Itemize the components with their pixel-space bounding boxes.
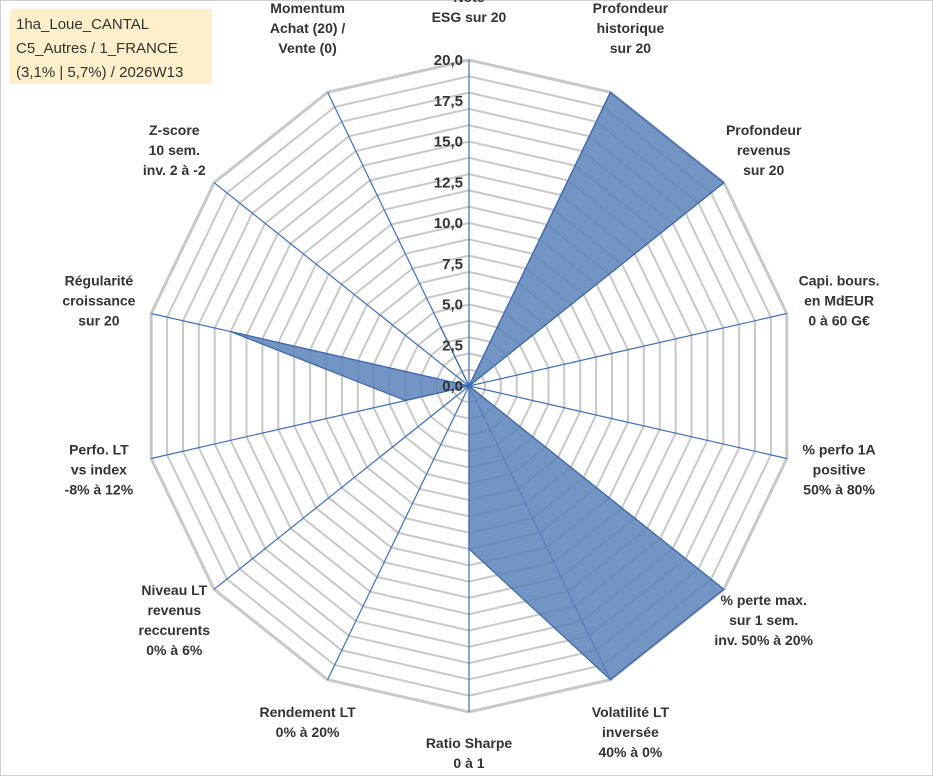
tick-label: 2,5	[442, 337, 463, 354]
tick-label: 0,0	[442, 378, 463, 395]
tick-label: 20,0	[434, 52, 463, 69]
tick-label: 12,5	[434, 174, 463, 191]
axis-label-8: Rendement LT 0% à 20%	[259, 704, 356, 740]
axis-label-13: Momentum Achat (20) / Vente (0)	[270, 0, 346, 56]
tick-label: 7,5	[442, 256, 463, 273]
axis-label-3: Capi. bours. en MdEUR 0 à 60 G€	[799, 273, 880, 329]
radar-series	[230, 91, 725, 681]
axis-label-0: NoteESG sur 20	[432, 0, 507, 25]
axis-label-2: Profondeur revenus sur 20	[726, 122, 802, 178]
info-line-1: 1ha_Loue_CANTAL	[16, 16, 150, 33]
info-line-3: (3,1% | 5,7%) / 2026W13	[16, 64, 184, 81]
axis-label-5: % perte max. sur 1 sem. inv. 50% à 20%	[714, 592, 813, 648]
spoke-8	[327, 385, 470, 680]
radar-tick-labels: 0,0 2,5 5,0 7,5 10,0 12,5 15,0 17,5 20,0	[434, 52, 463, 395]
info-line-2: C5_Autres / 1_FRANCE	[16, 40, 178, 57]
axis-label-4: % perfo 1A positive 50% à 80%	[803, 442, 876, 498]
axis-label-1: Profondeur historique sur 20	[593, 0, 669, 56]
tick-label: 15,0	[434, 134, 463, 151]
tick-label: 10,0	[434, 215, 463, 232]
spoke-12	[213, 182, 470, 387]
tick-label: 17,5	[434, 93, 463, 110]
axis-label-7: Ratio Sharpe 0 à 1	[426, 735, 513, 771]
series-area	[230, 91, 725, 681]
axis-label-11: Régularité croissance sur 20	[62, 273, 135, 329]
spoke-3	[468, 312, 787, 387]
tick-label: 5,0	[442, 297, 463, 314]
info-box: 1ha_Loue_CANTAL C5_Autres / 1_FRANCE (3,…	[10, 9, 212, 84]
axis-label-9: Niveau LT revenus reccurents 0% à 6%	[139, 582, 211, 658]
spoke-4	[468, 385, 787, 460]
axis-label-10: Perfo. LT vs index -8% à 12%	[65, 442, 134, 498]
axis-label-12: Z-score 10 sem. inv. 2 à -2	[143, 122, 206, 178]
axis-label-6: Volatilité LT inversée 40% à 0%	[592, 704, 670, 760]
spoke-9	[213, 385, 470, 590]
